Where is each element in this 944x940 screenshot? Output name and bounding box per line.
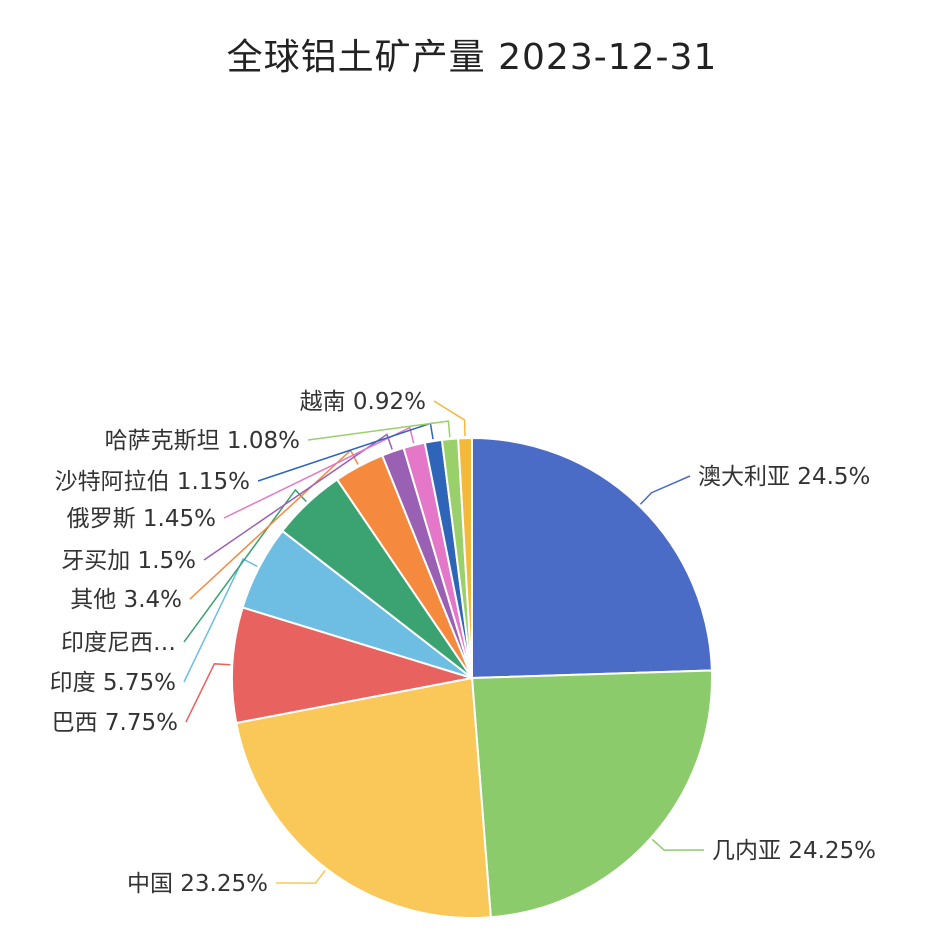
leader-line <box>183 558 258 683</box>
slice-label: 印度尼西… <box>61 630 176 656</box>
slice-label: 中国 23.25% <box>127 871 268 897</box>
slice-label: 澳大利亚 24.5% <box>698 464 870 490</box>
slice-label: 牙买加 1.5% <box>61 548 196 574</box>
leader-line <box>275 869 326 884</box>
pie-slice[interactable] <box>470 669 713 919</box>
leader-line <box>183 488 307 643</box>
slice-label: 几内亚 24.25% <box>712 838 876 864</box>
slice-label: 其他 3.4% <box>70 587 182 613</box>
chart-title: 全球铝土矿产量 2023-12-31 <box>226 37 718 78</box>
pie-slice[interactable] <box>457 436 473 679</box>
leader-line <box>651 838 705 851</box>
slice-label: 巴西 7.75% <box>52 710 178 736</box>
leader-line <box>223 426 415 519</box>
pie-slice[interactable] <box>231 606 473 725</box>
leader-line <box>185 663 231 723</box>
leader-line <box>639 475 691 505</box>
slice-label: 越南 0.92% <box>300 389 426 415</box>
leader-line <box>307 420 451 441</box>
pie-slice[interactable] <box>235 676 492 919</box>
slice-label: 印度 5.75% <box>50 670 176 696</box>
slice-label: 哈萨克斯坦 1.08% <box>105 428 300 454</box>
leader-line <box>203 433 393 561</box>
slice-label: 沙特阿拉伯 1.15% <box>55 469 250 495</box>
pie-slice[interactable] <box>471 436 713 680</box>
leader-line <box>433 400 466 437</box>
slice-label: 俄罗斯 1.45% <box>67 506 216 532</box>
